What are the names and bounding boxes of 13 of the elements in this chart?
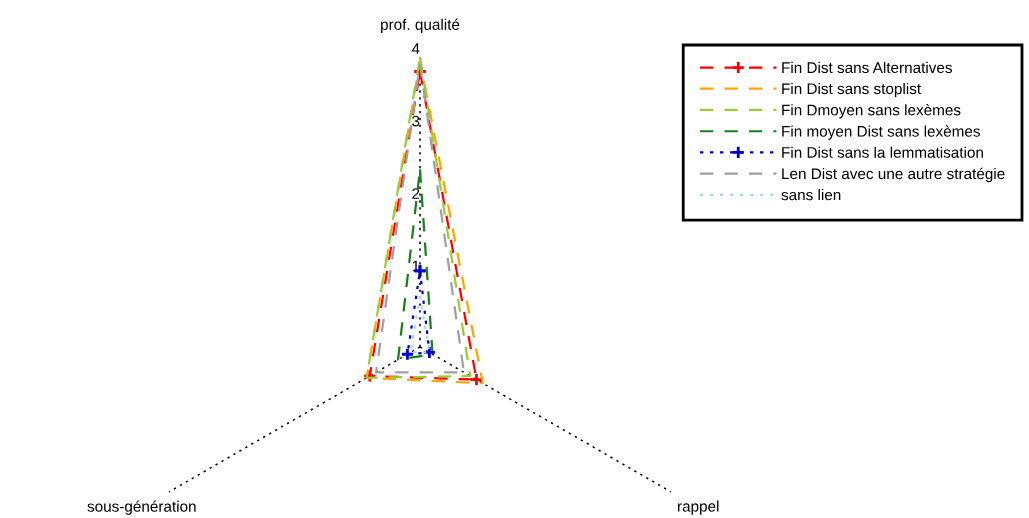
- legend-label: sans lien: [781, 189, 841, 201]
- spoke-label: prof. qualité: [381, 18, 460, 33]
- y-tick-label: 4: [411, 43, 420, 54]
- legend-label: Len Dist avec une autre stratégie: [782, 167, 1005, 183]
- legend-label: Fin Dist sans stoplist: [782, 82, 921, 98]
- y-tick-label: 2: [412, 188, 420, 199]
- spoke-label: rappel: [677, 500, 719, 515]
- y-tick-label: 3: [412, 115, 420, 127]
- legend-label: Fin Dmoyen sans lexèmes: [782, 104, 961, 119]
- spoke-label: sous-génération: [87, 500, 196, 515]
- legend-label: Fin moyen Dist sans lexèmes: [782, 125, 980, 140]
- legend-label: Fin Dist sans la lemmatisation: [782, 146, 983, 158]
- legend-label: Fin Dist sans Alternatives: [782, 61, 952, 74]
